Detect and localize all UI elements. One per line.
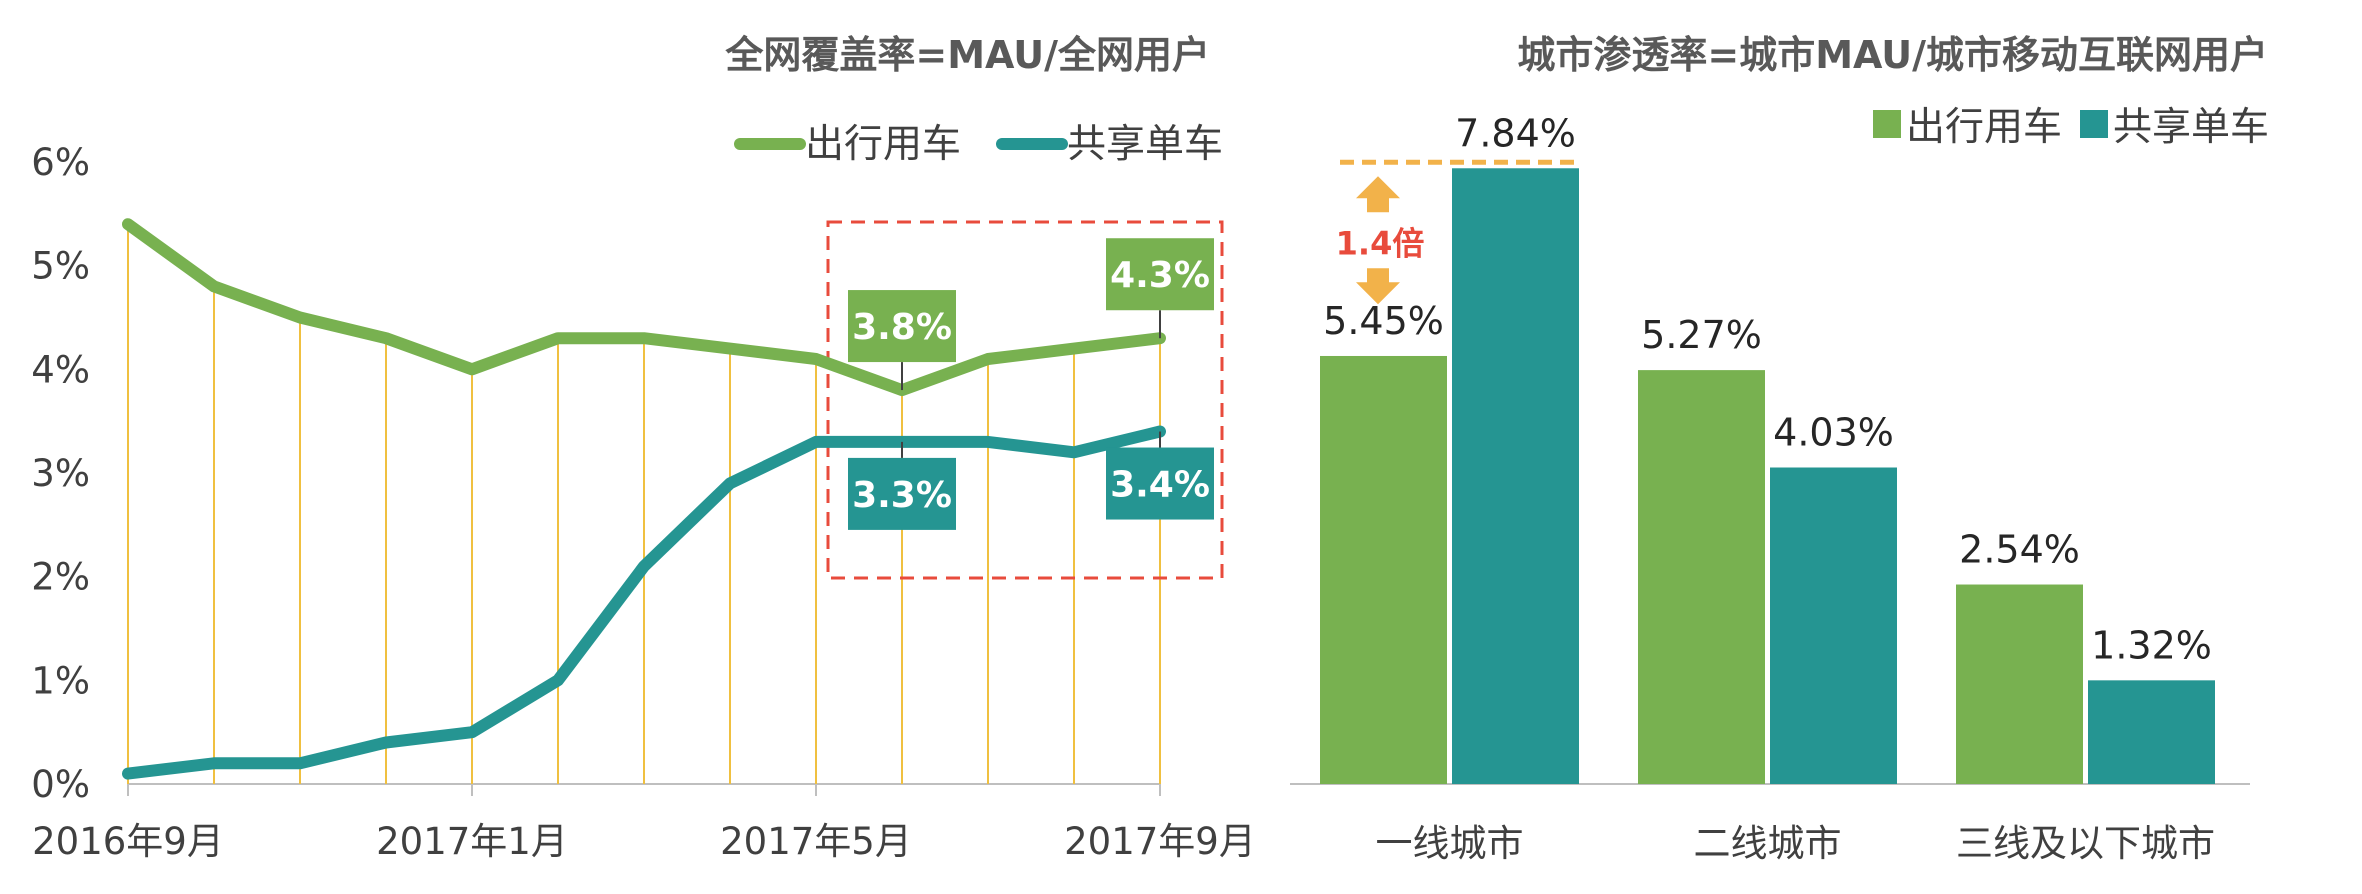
bar-chart-legend: 出行用车 共享单车 [1873, 105, 2269, 150]
bar-category-label: 一线城市 [1376, 822, 1524, 865]
ratio-label: 1.4倍 [1336, 224, 1425, 262]
line-chart-panel: 全网覆盖率=MAU/全网用户 出行用车 共享单车 0%1%2%3%4%5%6% … [31, 33, 1256, 863]
callout-box-bike-sharing [848, 457, 956, 530]
series-line-bike-sharing [122, 425, 1166, 780]
bar-ride-hailing [1956, 584, 2083, 784]
value-callouts: 3.8% 4.3% 3.3% 3.4% [848, 238, 1214, 530]
legend-swatch-ride-hailing-bar [1873, 110, 1901, 138]
callout-value: 3.4% [1110, 465, 1210, 506]
x-tick-label: 2016年9月 [32, 820, 224, 863]
ratio-up-arrow-icon [1356, 176, 1400, 213]
x-tick-label: 2017年1月 [376, 820, 568, 863]
y-axis-ticks: 0% 1% 2% 3% 4% 5% 6% [31, 141, 90, 806]
bar-bike-sharing [1452, 168, 1579, 784]
bars [1320, 168, 2215, 784]
legend-label-ride-hailing: 出行用车 [805, 122, 961, 167]
bar-category-label: 三线及以下城市 [1956, 822, 2215, 865]
bar-value-label: 1.32% [2091, 623, 2212, 667]
y-tick-label: 3% [31, 452, 90, 495]
legend-swatch-bike-sharing-bar [2080, 110, 2108, 138]
bar-bike-sharing [2088, 680, 2215, 784]
callout-box-ride-hailing [1106, 238, 1214, 311]
bar-category-label: 二线城市 [1694, 822, 1842, 865]
ratio-down-arrow-icon [1356, 268, 1400, 305]
line-chart-title: 全网覆盖率=MAU/全网用户 [724, 33, 1210, 77]
line-chart-legend: 出行用车 共享单车 [734, 122, 1223, 167]
legend-label-bike-sharing-bar: 共享单车 [2113, 105, 2269, 150]
y-tick-label: 2% [31, 556, 90, 599]
bar-value-label: 7.84% [1455, 111, 1576, 155]
bar-value-label: 5.27% [1641, 313, 1762, 357]
x-tick-label: 2017年9月 [1064, 820, 1256, 863]
legend-label-bike-sharing: 共享单车 [1067, 122, 1223, 167]
y-tick-label: 5% [31, 245, 90, 288]
x-axis-ticks: 2016年9月 2017年1月 2017年5月 2017年9月 [32, 784, 1256, 863]
callout-value: 4.3% [1110, 255, 1210, 296]
bar-value-label: 5.45% [1323, 299, 1444, 343]
x-tick-label: 2017年5月 [720, 820, 912, 863]
bar-value-label: 4.03% [1773, 410, 1894, 454]
bar-category-labels: 一线城市 二线城市 三线及以下城市 [1376, 822, 2216, 865]
bar-chart-panel: 城市渗透率=城市MAU/城市移动互联网用户 出行用车 共享单车 5.45% 7.8… [1290, 33, 2269, 865]
callout-value: 3.8% [852, 307, 952, 348]
highlight-box [826, 220, 1224, 580]
callout-value: 3.3% [852, 475, 952, 516]
series-line-ride-hailing [122, 218, 1166, 397]
y-tick-label: 6% [31, 141, 90, 184]
callout-box-ride-hailing [848, 290, 956, 363]
bar-value-label: 2.54% [1959, 528, 2080, 572]
y-tick-label: 1% [31, 659, 90, 702]
y-tick-label: 0% [31, 763, 90, 806]
bar-value-labels: 5.45% 7.84% 5.27% 4.03% 2.54% 1.32% [1323, 111, 2212, 667]
bar-bike-sharing [1770, 467, 1897, 784]
bar-ride-hailing [1638, 370, 1765, 784]
y-tick-label: 4% [31, 348, 90, 391]
legend-label-ride-hailing-bar: 出行用车 [1906, 105, 2062, 150]
callout-box-bike-sharing [1106, 447, 1214, 520]
bar-ride-hailing [1320, 355, 1447, 784]
ratio-annotation: 1.4倍 [1336, 159, 1579, 305]
bar-chart-title: 城市渗透率=城市MAU/城市移动互联网用户 [1517, 33, 2268, 77]
